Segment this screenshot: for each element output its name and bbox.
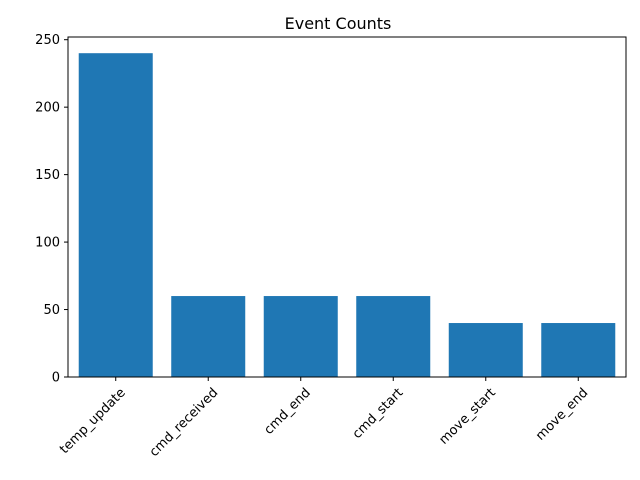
bar-cmd-start [356, 296, 431, 377]
y-tick-label: 250 [35, 33, 60, 48]
chart-title: Event Counts [285, 14, 392, 33]
y-tick-label: 200 [35, 101, 60, 116]
bar-move-end [541, 323, 616, 377]
y-axis: 0 50 100 150 200 250 [35, 33, 68, 386]
y-tick-label: 100 [35, 236, 60, 251]
bar-cmd-end [263, 296, 338, 377]
bar-move-start [448, 323, 523, 377]
y-tick-label: 0 [52, 371, 60, 386]
bars-group [78, 53, 616, 377]
y-tick-label: 50 [43, 303, 60, 318]
bar-temp-update [78, 53, 153, 377]
bar-cmd-received [171, 296, 246, 377]
plot-frame [67, 36, 627, 378]
y-tick-label: 150 [35, 168, 60, 183]
